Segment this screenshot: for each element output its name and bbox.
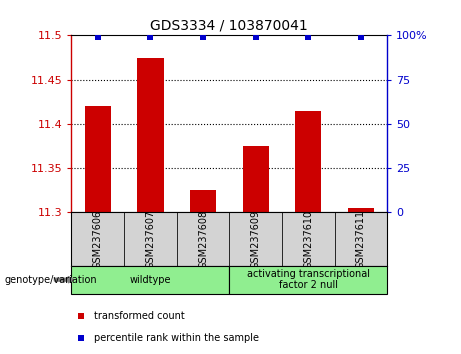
Text: transformed count: transformed count [94, 311, 184, 321]
Bar [124, 212, 177, 266]
Text: GSM237610: GSM237610 [303, 209, 313, 269]
Text: GSM237611: GSM237611 [356, 209, 366, 269]
Point [199, 34, 207, 40]
Bar [85, 106, 111, 212]
Bar [335, 212, 387, 266]
Bar [137, 57, 164, 212]
Bar [71, 266, 230, 294]
Bar [282, 212, 335, 266]
Point [77, 335, 85, 341]
Bar [71, 212, 124, 266]
Point [94, 34, 101, 40]
Bar [348, 208, 374, 212]
Text: GSM237607: GSM237607 [145, 209, 155, 269]
Title: GDS3334 / 103870041: GDS3334 / 103870041 [150, 19, 308, 33]
Bar [242, 146, 269, 212]
Text: wildtype: wildtype [130, 275, 171, 285]
Text: GSM237606: GSM237606 [93, 209, 103, 269]
Text: activating transcriptional
factor 2 null: activating transcriptional factor 2 null [247, 269, 370, 291]
Bar [229, 266, 387, 294]
Text: genotype/variation: genotype/variation [5, 275, 97, 285]
Text: GSM237608: GSM237608 [198, 209, 208, 269]
Bar [190, 190, 216, 212]
Text: GSM237609: GSM237609 [251, 209, 260, 269]
Bar [229, 212, 282, 266]
Point [357, 34, 365, 40]
Point [305, 34, 312, 40]
Bar [295, 111, 321, 212]
Point [147, 34, 154, 40]
Bar [177, 212, 229, 266]
Text: percentile rank within the sample: percentile rank within the sample [94, 333, 259, 343]
Point [77, 313, 85, 319]
Point [252, 34, 260, 40]
